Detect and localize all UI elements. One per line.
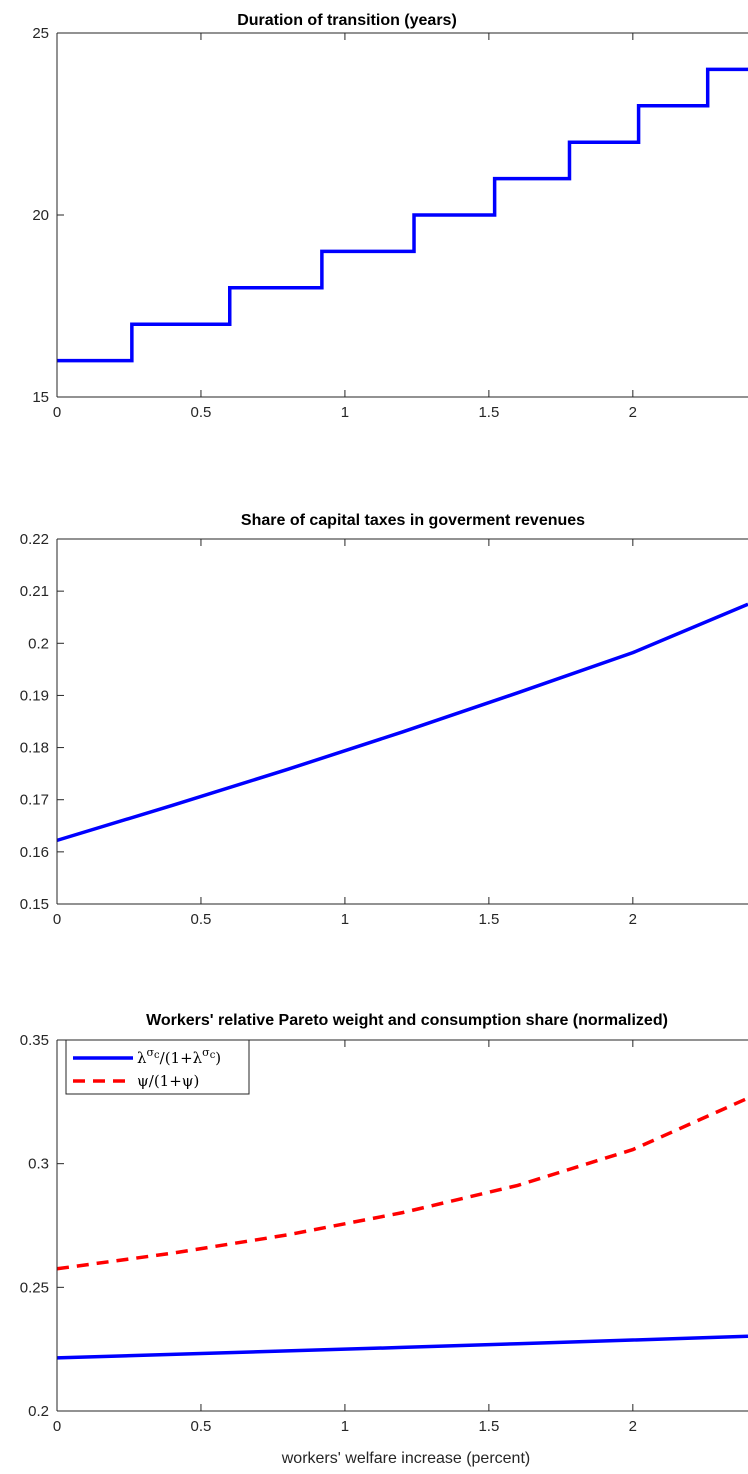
x-tick-label: 1: [341, 404, 349, 421]
legend-label-series-2: ψ/(1+ψ): [137, 1072, 199, 1090]
chart-duration: Duration of transition (years) 0 0.5 1 1.5 2…: [32, 12, 748, 421]
x-tick-label: 1: [341, 1418, 349, 1435]
chart-title: Workers' relative Pareto weight and cons…: [146, 1012, 668, 1029]
y-tick-label: 0.18: [20, 740, 49, 757]
plot-lines: [57, 67, 748, 363]
axes: 0 0.5 1 1.5 2 0.15 0.16 0.17 0.18 0.19 0.2 0.21 0.22: [20, 531, 748, 928]
x-tick-label: 1: [341, 911, 349, 928]
series-line-2: [56, 1096, 748, 1271]
x-tick-label: 0: [53, 1418, 61, 1435]
chart-capital-tax-share: Share of capital taxes in goverment reve…: [20, 512, 748, 928]
plot-lines: [56, 1096, 748, 1360]
y-tick-label: 0.15: [20, 896, 49, 913]
y-tick-label: 0.21: [20, 583, 49, 600]
legend-box: [65, 1039, 250, 1095]
y-tick-label: 25: [32, 25, 49, 42]
legend: λσc/(1+λσc) ψ/(1+ψ): [65, 1039, 250, 1095]
x-tick-label: 1.5: [478, 911, 499, 928]
y-tick-label: 20: [32, 207, 49, 224]
y-tick-label: 0.22: [20, 531, 49, 548]
y-tick-label: 0.3: [28, 1156, 49, 1173]
plot-lines: [56, 602, 748, 843]
y-tick-label: 0.2: [28, 635, 49, 652]
x-axis-label: workers' welfare increase (percent): [281, 1450, 530, 1467]
y-tick-label: 0.16: [20, 844, 49, 861]
x-tick-label: 0: [53, 911, 61, 928]
x-tick-label: 0.5: [191, 1418, 212, 1435]
x-tick-label: 2: [629, 1418, 637, 1435]
series-line-1: [57, 67, 748, 363]
x-tick-label: 0.5: [191, 911, 212, 928]
y-tick-label: 0.25: [20, 1279, 49, 1296]
chart-title: Share of capital taxes in goverment reve…: [241, 512, 585, 529]
x-tick-label: 1.5: [478, 1418, 499, 1435]
y-tick-label: 0.2: [28, 1403, 49, 1420]
axes: 0 0.5 1 1.5 2 15 20 25: [32, 25, 748, 421]
x-tick-label: 0.5: [191, 404, 212, 421]
y-tick-label: 15: [32, 389, 49, 406]
series-line-1: [56, 1334, 748, 1360]
x-tick-label: 2: [629, 911, 637, 928]
y-tick-label: 0.19: [20, 687, 49, 704]
chart-pareto-weight: Workers' relative Pareto weight and cons…: [20, 1012, 748, 1467]
x-tick-label: 0: [53, 404, 61, 421]
x-tick-label: 2: [629, 404, 637, 421]
y-tick-label: 0.17: [20, 792, 49, 809]
series-line-1: [56, 602, 748, 843]
y-tick-label: 0.35: [20, 1032, 49, 1049]
x-tick-label: 1.5: [478, 404, 499, 421]
chart-title: Duration of transition (years): [237, 12, 457, 29]
